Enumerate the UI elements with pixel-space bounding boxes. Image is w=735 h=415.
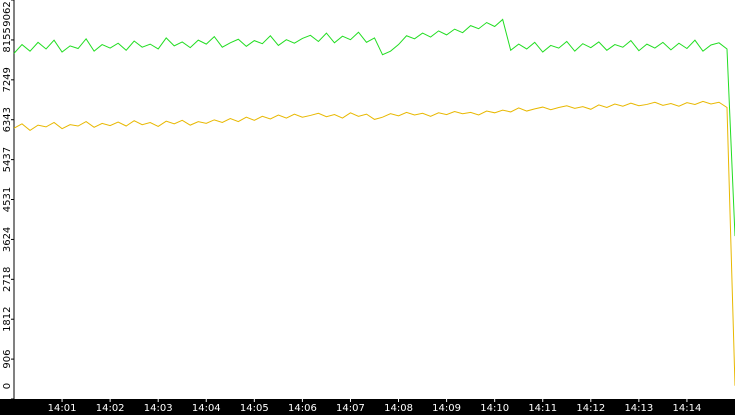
y-tick-label: 7249 bbox=[2, 67, 13, 92]
x-tick-label: 14:12 bbox=[576, 403, 605, 414]
y-tick-label: 1812 bbox=[2, 306, 13, 331]
x-tick-label: 14:05 bbox=[240, 403, 269, 414]
x-tick-label: 14:14 bbox=[673, 403, 702, 414]
y-tick-label: 0 bbox=[2, 383, 13, 389]
data-line bbox=[13, 100, 735, 386]
x-tick-label: 14:01 bbox=[48, 403, 77, 414]
x-tick-label: 14:02 bbox=[96, 403, 125, 414]
x-tick-label: 14:04 bbox=[192, 403, 221, 414]
x-tick-label: 14:07 bbox=[336, 403, 365, 414]
y-tick-label: 9062 bbox=[2, 1, 13, 26]
x-tick-label: 14:06 bbox=[288, 403, 317, 414]
y-tick-label: 2718 bbox=[2, 267, 13, 292]
y-tick-label: 906 bbox=[2, 350, 13, 369]
x-tick-label: 14:08 bbox=[384, 403, 413, 414]
y-tick-label: 6343 bbox=[2, 107, 13, 132]
x-tick-label: 14:13 bbox=[624, 403, 653, 414]
x-tick-label: 14:10 bbox=[480, 403, 509, 414]
data-line bbox=[13, 18, 735, 237]
y-tick-label: 3624 bbox=[2, 227, 13, 252]
x-axis-bar bbox=[0, 399, 735, 415]
y-tick-label: 5437 bbox=[2, 147, 13, 172]
x-tick-label: 14:09 bbox=[432, 403, 461, 414]
x-tick-label: 14:03 bbox=[144, 403, 173, 414]
x-tick-label: 14:11 bbox=[528, 403, 557, 414]
y-tick-label: 4531 bbox=[2, 187, 13, 212]
y-tick-label: 8155 bbox=[2, 27, 13, 52]
